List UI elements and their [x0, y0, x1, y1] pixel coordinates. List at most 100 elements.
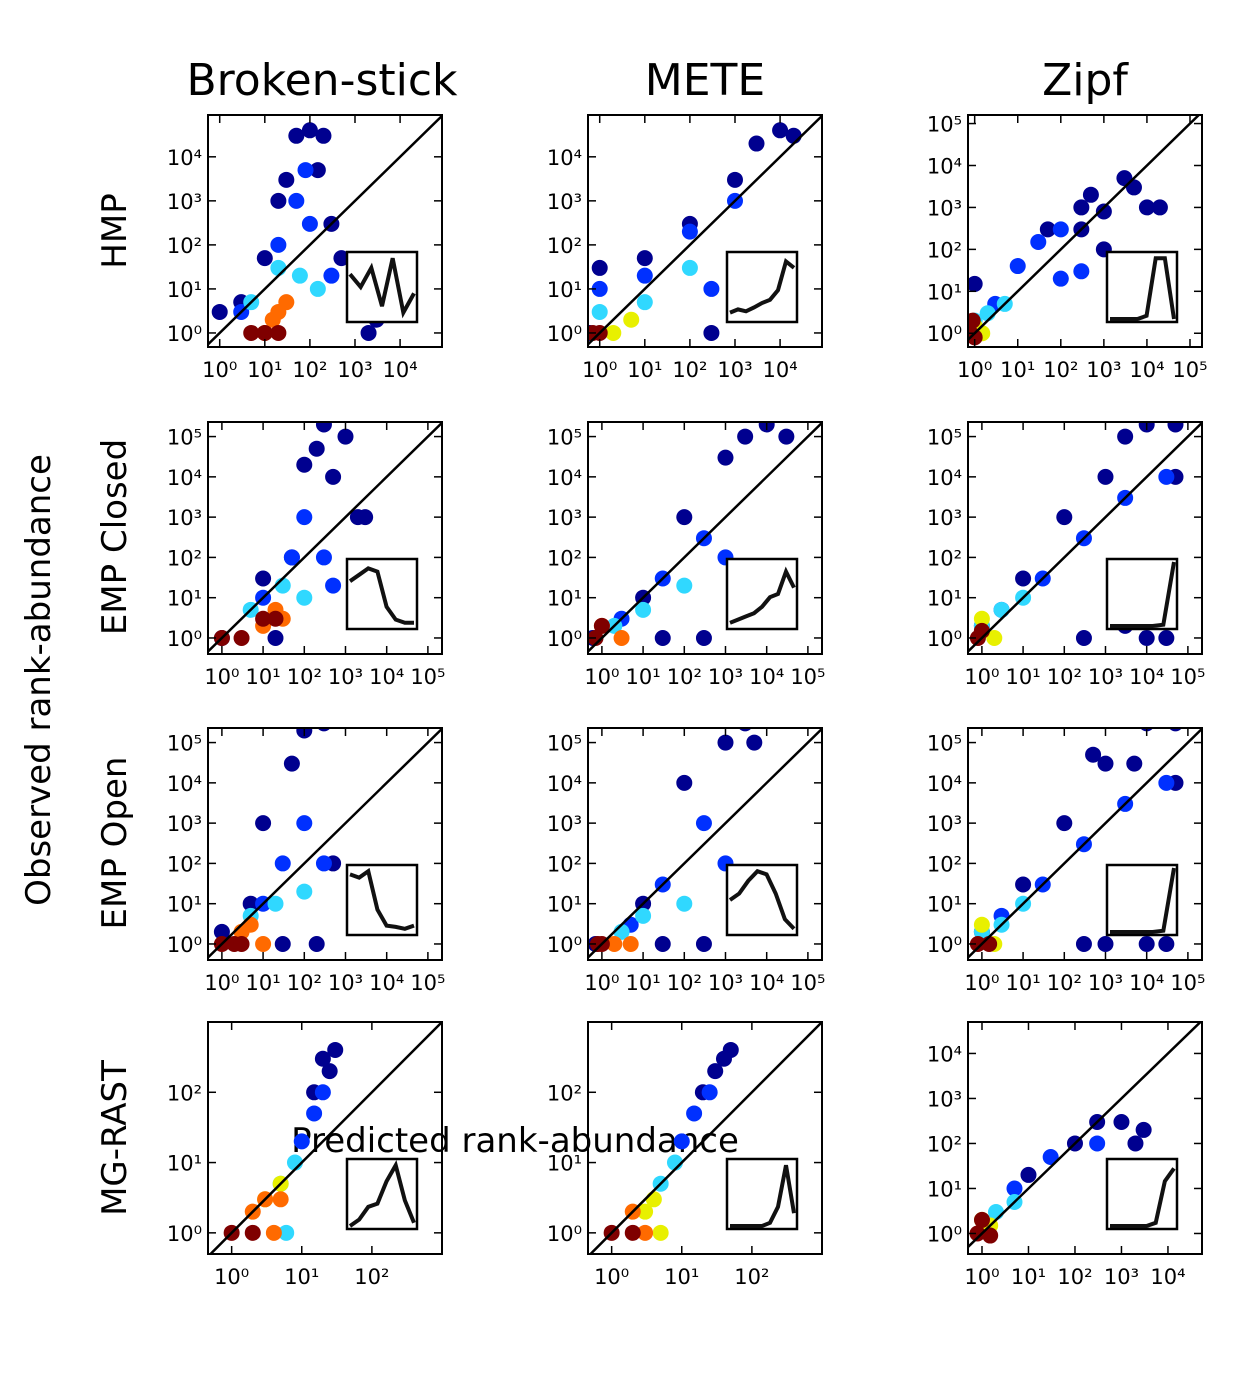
x-tick-label: 10⁴	[1129, 665, 1164, 689]
point	[244, 1224, 261, 1241]
point	[681, 259, 698, 276]
x-tick-label: 10²	[354, 1265, 389, 1289]
point	[309, 162, 326, 179]
point	[1097, 468, 1114, 485]
point	[605, 324, 622, 341]
points	[603, 1041, 739, 1241]
point	[255, 815, 272, 832]
point	[1151, 199, 1168, 216]
panel: 10⁰ 10¹ 10² 10⁰ 10¹ 10²	[547, 1021, 823, 1289]
x-tick-label: 10²	[1047, 971, 1082, 995]
point	[315, 422, 332, 433]
panel: 10⁰ 10¹ 10² 10³ 10⁴ 10⁰ 10¹ 10² 10³ 10⁴	[547, 114, 823, 382]
point	[748, 135, 765, 152]
panel: 10⁰ 10¹ 10² 10³ 10⁴ 10⁰ 10¹ 10² 10³ 10⁴	[927, 1021, 1203, 1289]
x-tick-label: 10¹	[246, 665, 281, 689]
point	[637, 1224, 654, 1241]
point	[973, 1211, 990, 1228]
y-tick-label: 10¹	[547, 893, 582, 917]
point	[1075, 935, 1092, 952]
point	[360, 324, 377, 341]
point	[315, 127, 332, 144]
point	[213, 923, 230, 940]
y-tick-label: 10⁰	[547, 627, 582, 651]
point	[1089, 1135, 1106, 1152]
y-tick-label: 10¹	[927, 893, 962, 917]
point	[695, 629, 712, 646]
x-tick-label: 10³	[1088, 665, 1123, 689]
y-tick-label: 10³	[927, 812, 962, 836]
point	[1056, 815, 1073, 832]
point	[681, 223, 698, 240]
point	[1158, 774, 1175, 791]
x-tick-label: 10¹	[626, 971, 661, 995]
point	[636, 294, 653, 311]
y-tick-label: 10²	[167, 546, 202, 570]
panel-frame	[587, 727, 823, 961]
inset-line	[348, 566, 414, 625]
point	[296, 509, 313, 526]
y-tick-label: 10⁴	[927, 1042, 962, 1066]
point	[1117, 428, 1134, 445]
row-label: EMP Open	[95, 757, 135, 930]
row-label: MG-RAST	[95, 1060, 135, 1216]
point	[333, 250, 350, 267]
panel-frame	[967, 727, 1203, 961]
inset-box	[1105, 863, 1179, 937]
reference-line	[208, 728, 442, 960]
x-tick-label: 10⁰	[204, 665, 239, 689]
point	[1167, 422, 1184, 433]
point	[676, 895, 693, 912]
point	[613, 629, 630, 646]
y-tick-label: 10⁵	[927, 732, 962, 756]
point	[635, 907, 652, 924]
inset-line	[348, 257, 416, 319]
point	[676, 774, 693, 791]
point	[308, 935, 325, 952]
point	[293, 1133, 310, 1150]
point	[315, 855, 332, 872]
panel-frame	[207, 727, 443, 961]
point	[321, 1063, 338, 1080]
point	[1158, 935, 1175, 952]
x-tick-label: 10⁴	[1129, 971, 1164, 995]
y-tick-label: 10¹	[167, 893, 202, 917]
point	[1042, 1149, 1059, 1166]
x-tick-label: 10⁴	[383, 358, 418, 382]
x-tick-label: 10¹	[284, 1265, 319, 1289]
point	[969, 1225, 986, 1242]
inset-line	[1110, 561, 1176, 628]
panel-frame	[967, 1021, 1203, 1255]
y-tick-label: 10²	[927, 1132, 962, 1156]
x-tick-label: 10¹	[1000, 358, 1035, 382]
points	[588, 122, 802, 341]
point	[1135, 1121, 1152, 1138]
point	[270, 324, 287, 341]
y-tick-label: 10³	[927, 196, 962, 220]
x-tick-label: 10¹	[627, 358, 662, 382]
point	[622, 935, 639, 952]
point	[283, 755, 300, 772]
point	[695, 935, 712, 952]
point	[703, 324, 720, 341]
point	[1138, 629, 1155, 646]
panel-frame	[207, 114, 443, 348]
y-tick-label: 10¹	[927, 280, 962, 304]
point	[270, 236, 287, 253]
point	[686, 1105, 703, 1122]
y-tick-label: 10²	[927, 852, 962, 876]
x-tick-label: 10³	[717, 358, 752, 382]
point	[278, 1224, 295, 1241]
point	[717, 734, 734, 751]
reference-line	[588, 728, 822, 960]
point	[645, 1191, 662, 1208]
y-tick-label: 10⁰	[547, 933, 582, 957]
point	[623, 311, 640, 328]
point	[233, 629, 250, 646]
x-tick-label: 10⁴	[763, 358, 798, 382]
point	[1095, 203, 1112, 220]
point	[969, 935, 986, 952]
